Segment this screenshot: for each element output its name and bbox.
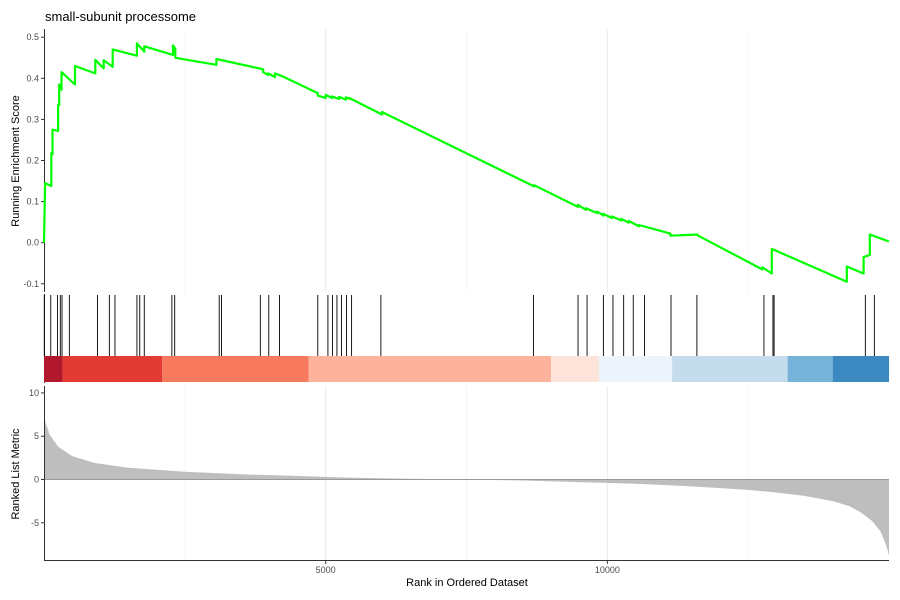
enrichment-tick-label: 0.1 xyxy=(26,197,39,207)
enrichment-tick-label: 0.0 xyxy=(26,238,39,248)
rank-color-band xyxy=(44,356,889,382)
hit-lines xyxy=(43,295,875,356)
chart-title: small-subunit processome xyxy=(45,9,196,24)
enrichment-tick-label: -0.1 xyxy=(23,279,39,289)
color-band-segment xyxy=(308,356,551,382)
color-band-segment xyxy=(44,356,63,382)
x-ticks: 5000 10000 xyxy=(316,561,620,575)
gene-hits-panel xyxy=(43,294,889,383)
color-band-segment xyxy=(551,356,599,382)
metric-tick-label: 5 xyxy=(34,431,39,441)
metric-tick-label: 0 xyxy=(34,474,39,484)
enrichment-tick-label: 0.4 xyxy=(26,73,39,83)
enrichment-tick-label: 0.2 xyxy=(26,156,39,166)
color-band-segment xyxy=(832,356,889,382)
running-enrichment-line xyxy=(42,42,890,283)
color-band-segment xyxy=(62,356,163,382)
x-tick-label: 5000 xyxy=(316,565,336,575)
color-band-segment xyxy=(787,356,833,382)
enrichment-tick-label: 0.5 xyxy=(26,32,39,42)
color-band-segment xyxy=(162,356,309,382)
enrichment-score-panel: -0.1 0.0 0.1 0.2 0.3 0.4 0.5 Running Enrichmen… xyxy=(10,29,890,292)
color-band-segment xyxy=(672,356,788,382)
ranked-metric-panel: -5 0 5 10 5000 10000 Ranked List Metric Rank… xyxy=(10,386,889,589)
metric-tick-label: 10 xyxy=(29,388,39,398)
ranked-metric-area xyxy=(44,414,889,556)
enrichment-tick-label: 0.3 xyxy=(26,114,39,124)
x-axis-label: Rank in Ordered Dataset xyxy=(406,577,528,589)
color-band-segment xyxy=(598,356,673,382)
enrichment-grid xyxy=(184,29,749,292)
metric-tick-label: -5 xyxy=(31,518,39,528)
metric-y-ticks: -5 0 5 10 xyxy=(29,388,44,528)
metric-y-axis-label: Ranked List Metric xyxy=(10,428,22,520)
enrichment-y-axis-label: Running Enrichment Score xyxy=(10,95,22,226)
x-tick-label: 10000 xyxy=(595,565,620,575)
enrichment-y-ticks: -0.1 0.0 0.1 0.2 0.3 0.4 0.5 xyxy=(23,32,44,289)
